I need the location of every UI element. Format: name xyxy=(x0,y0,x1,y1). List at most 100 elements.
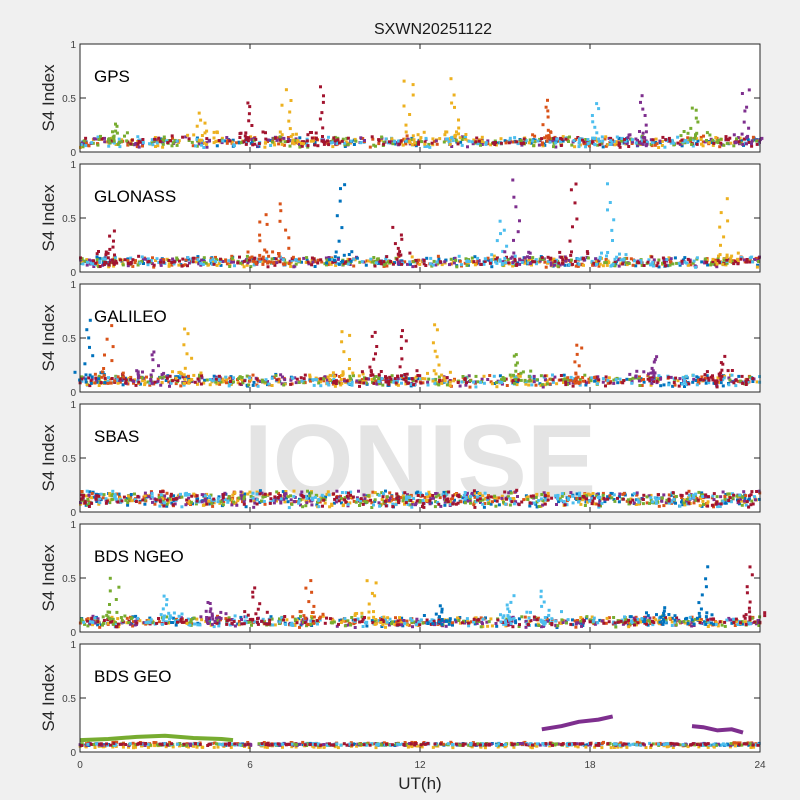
data-point xyxy=(660,139,664,143)
data-point xyxy=(605,263,609,267)
data-point xyxy=(273,495,277,499)
data-point xyxy=(255,502,259,506)
data-point xyxy=(737,495,740,499)
data-point xyxy=(733,624,737,627)
data-point xyxy=(638,141,642,145)
data-point xyxy=(200,500,204,504)
data-point xyxy=(160,503,164,506)
data-point xyxy=(341,259,344,263)
data-point xyxy=(257,142,261,146)
data-point xyxy=(709,375,713,379)
data-point xyxy=(576,380,579,384)
data-point xyxy=(464,137,468,141)
data-point xyxy=(468,385,472,389)
data-point xyxy=(667,136,671,140)
data-point xyxy=(601,377,605,381)
data-point xyxy=(534,623,538,627)
data-point xyxy=(255,498,259,502)
data-point xyxy=(649,498,653,502)
data-point xyxy=(182,343,186,347)
data-point xyxy=(113,496,117,500)
data-point xyxy=(378,382,381,386)
data-point xyxy=(195,499,199,503)
data-point xyxy=(344,140,348,144)
data-point xyxy=(478,491,482,495)
data-point xyxy=(355,256,359,260)
data-point xyxy=(233,264,236,268)
data-point xyxy=(754,256,758,260)
data-point xyxy=(392,380,396,384)
data-point xyxy=(334,379,338,383)
data-point xyxy=(181,135,185,139)
data-point xyxy=(297,617,301,621)
data-point xyxy=(275,378,279,382)
data-point xyxy=(322,379,326,383)
data-point xyxy=(527,259,531,263)
data-point xyxy=(261,260,265,264)
data-point xyxy=(167,264,171,268)
data-point xyxy=(745,142,748,146)
data-point xyxy=(678,142,682,146)
data-point xyxy=(561,135,565,139)
data-point xyxy=(732,144,736,148)
data-point xyxy=(594,379,598,383)
data-point xyxy=(223,498,227,501)
data-point xyxy=(319,380,323,384)
data-point xyxy=(122,495,126,499)
data-point xyxy=(83,362,87,366)
data-point xyxy=(654,498,658,502)
data-point xyxy=(150,353,154,357)
data-point xyxy=(379,262,383,266)
data-point xyxy=(228,139,232,143)
data-point xyxy=(538,137,542,141)
data-point xyxy=(427,377,431,381)
data-point xyxy=(150,138,154,142)
data-point xyxy=(618,252,621,256)
data-point xyxy=(261,130,265,134)
data-point xyxy=(80,257,84,261)
data-point xyxy=(750,260,754,264)
data-point xyxy=(277,252,281,255)
data-point xyxy=(266,261,270,265)
data-point xyxy=(584,383,588,387)
data-point xyxy=(513,254,517,258)
data-point xyxy=(694,379,698,382)
data-point xyxy=(196,382,199,386)
data-point xyxy=(451,497,454,501)
data-point xyxy=(236,261,240,265)
data-point xyxy=(442,376,446,380)
data-point xyxy=(334,500,338,504)
data-point xyxy=(452,93,456,97)
data-point xyxy=(617,136,621,140)
data-point xyxy=(489,617,493,621)
data-point xyxy=(162,258,166,262)
data-point xyxy=(685,497,689,501)
data-point xyxy=(101,263,105,267)
data-point xyxy=(514,490,518,494)
data-point xyxy=(680,496,684,500)
data-point xyxy=(125,497,129,500)
data-point xyxy=(612,498,616,501)
data-point xyxy=(334,382,338,385)
data-point xyxy=(638,130,641,133)
data-point xyxy=(617,142,621,146)
data-point xyxy=(667,383,671,387)
data-point xyxy=(476,256,480,260)
data-point xyxy=(637,500,641,504)
data-point xyxy=(495,239,499,243)
data-point xyxy=(270,376,274,380)
data-point xyxy=(377,380,381,383)
data-point xyxy=(722,258,726,262)
data-point xyxy=(512,497,516,500)
data-point xyxy=(216,376,220,380)
data-point xyxy=(170,263,174,267)
data-point xyxy=(282,497,286,501)
data-point xyxy=(401,499,405,503)
data-point xyxy=(490,624,494,628)
data-point xyxy=(642,493,646,497)
data-point xyxy=(546,491,550,495)
data-point xyxy=(443,260,447,264)
data-point xyxy=(347,367,351,371)
data-point xyxy=(638,375,641,379)
data-point xyxy=(719,381,723,385)
